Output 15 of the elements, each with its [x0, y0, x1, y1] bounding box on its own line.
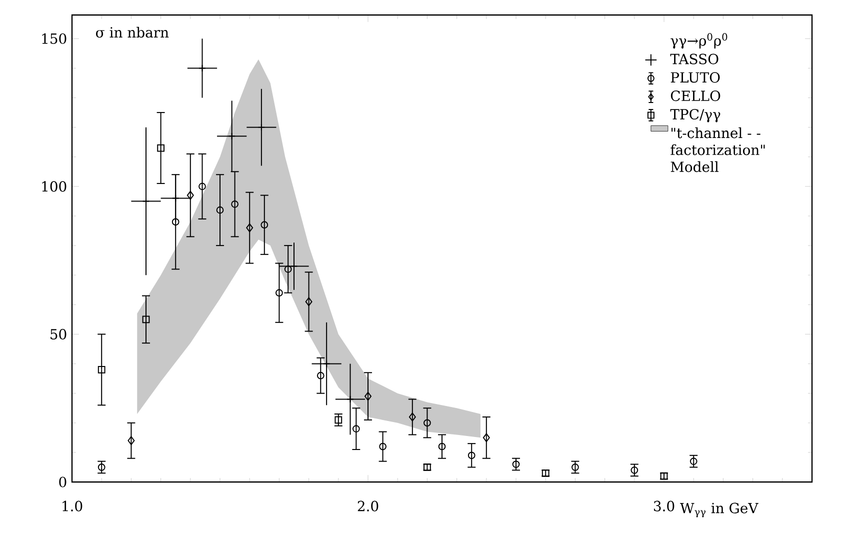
legend-label: "t-channel - - factorization" Modell [670, 127, 765, 172]
y-tick-label: 100 [42, 181, 66, 192]
y-tick-label: 50 [50, 328, 66, 340]
legend-label: CELLO [670, 90, 720, 102]
x-tick-label: 1.0 [62, 500, 82, 512]
y-axis-title: σ in nbarn [96, 26, 169, 38]
x-tick-label: 3.0 [654, 500, 674, 512]
y-tick-label: 0 [59, 476, 66, 488]
legend-label: PLUTO [670, 72, 720, 83]
y-tick-label: 150 [42, 33, 66, 44]
x-axis-title: W$_{γγ}$ in GeV [680, 502, 758, 518]
legend-title: γγ→ρ$^{0}$ρ$^{0}$ [670, 33, 728, 49]
x-tick-label: 2.0 [358, 500, 378, 512]
legend-label: TPC/γγ [670, 108, 720, 122]
legend-label: TASSO [670, 54, 718, 64]
